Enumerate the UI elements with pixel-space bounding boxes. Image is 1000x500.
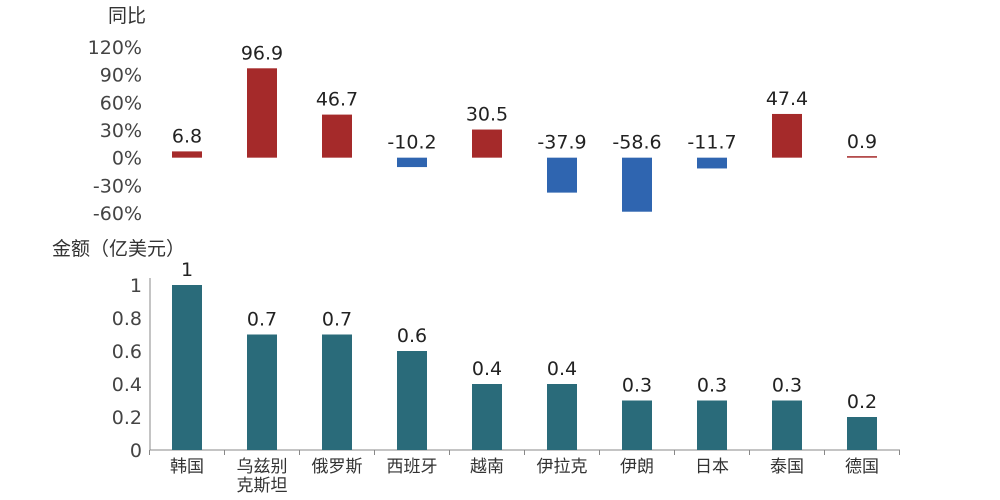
yoy-y-tick-label: -60% [93,203,142,225]
yoy-data-label: -10.2 [387,132,436,154]
category-label: 伊朗 [620,457,654,477]
category-label: 乌兹别 [237,457,288,477]
category-label: 泰国 [770,457,804,477]
yoy-bar-4 [472,129,502,158]
amount-bar-9 [847,417,877,450]
amount-data-label: 0.4 [547,358,577,380]
category-label: 日本 [695,457,729,477]
amount-bar-8 [772,400,802,450]
yoy-y-tick-label: -30% [93,175,142,197]
yoy-bar-2 [322,114,352,158]
amount-data-label: 0.3 [772,375,802,397]
amount-y-tick-label: 0.6 [112,341,142,363]
yoy-bar-1 [247,68,277,158]
yoy-bar-7 [697,157,727,169]
yoy-data-label: 47.4 [766,88,808,110]
yoy-bar-9 [847,156,877,158]
amount-bar-1 [247,334,277,450]
yoy-data-label: 96.9 [241,42,283,64]
amount-bar-7 [697,400,727,450]
amount-data-label: 0.7 [322,309,352,331]
yoy-y-tick-label: 90% [100,65,142,87]
category-label: 韩国 [170,457,204,477]
amount-y-tick-label: 0.2 [112,407,142,429]
yoy-bar-5 [547,157,577,193]
amount-bar-4 [472,384,502,450]
yoy-data-label: 6.8 [172,125,202,147]
yoy-data-label: 30.5 [466,104,508,126]
yoy-bar-6 [622,157,652,212]
yoy-data-label: -37.9 [537,132,586,154]
category-label: 越南 [470,457,504,477]
amount-bar-3 [397,351,427,450]
amount-data-label: 0.7 [247,309,277,331]
yoy-growth-panel: 同比 120% 90% 60% 30% 0% -30% -60% 6.8 96.9 46.7 -10.… [88,5,877,225]
amount-bar-0 [172,285,202,450]
amount-y-tick-label: 1 [130,275,142,297]
yoy-y-tick-label: 30% [100,120,142,142]
amount-data-label: 0.2 [847,391,877,413]
amount-data-label: 1 [181,259,193,281]
category-label: 伊拉克 [537,457,588,477]
amount-data-label: 0.3 [697,375,727,397]
yoy-axis-title: 同比 [108,5,146,27]
yoy-data-label: 46.7 [316,89,358,111]
yoy-data-label: -58.6 [612,132,661,154]
amount-y-tick-label: 0.8 [112,308,142,330]
amount-panel: 金额（亿美元）10.80.60.40.201韩国0.7乌兹别克斯坦0.7俄罗斯0… [52,238,900,496]
category-label: 俄罗斯 [312,457,363,477]
amount-y-tick-label: 0.4 [112,374,142,396]
yoy-data-label: 0.9 [847,131,877,153]
category-label: 西班牙 [387,457,438,477]
yoy-y-tick-label: 60% [100,92,142,114]
amount-data-label: 0.4 [472,358,502,380]
yoy-y-tick-label: 120% [88,37,142,59]
yoy-data-label: -11.7 [687,132,736,154]
amount-data-label: 0.6 [397,325,427,347]
yoy-bar-0 [172,151,202,158]
amount-axis-title: 金额（亿美元） [52,238,185,260]
amount-bar-5 [547,384,577,450]
amount-y-tick-label: 0 [130,440,142,462]
yoy-y-tick-label: 0% [112,148,142,170]
amount-bar-2 [322,334,352,450]
category-label: 德国 [845,457,879,477]
category-label: 克斯坦 [237,476,288,496]
amount-bar-6 [622,400,652,450]
yoy-bar-3 [397,157,427,168]
yoy-bar-8 [772,113,802,158]
amount-data-label: 0.3 [622,375,652,397]
